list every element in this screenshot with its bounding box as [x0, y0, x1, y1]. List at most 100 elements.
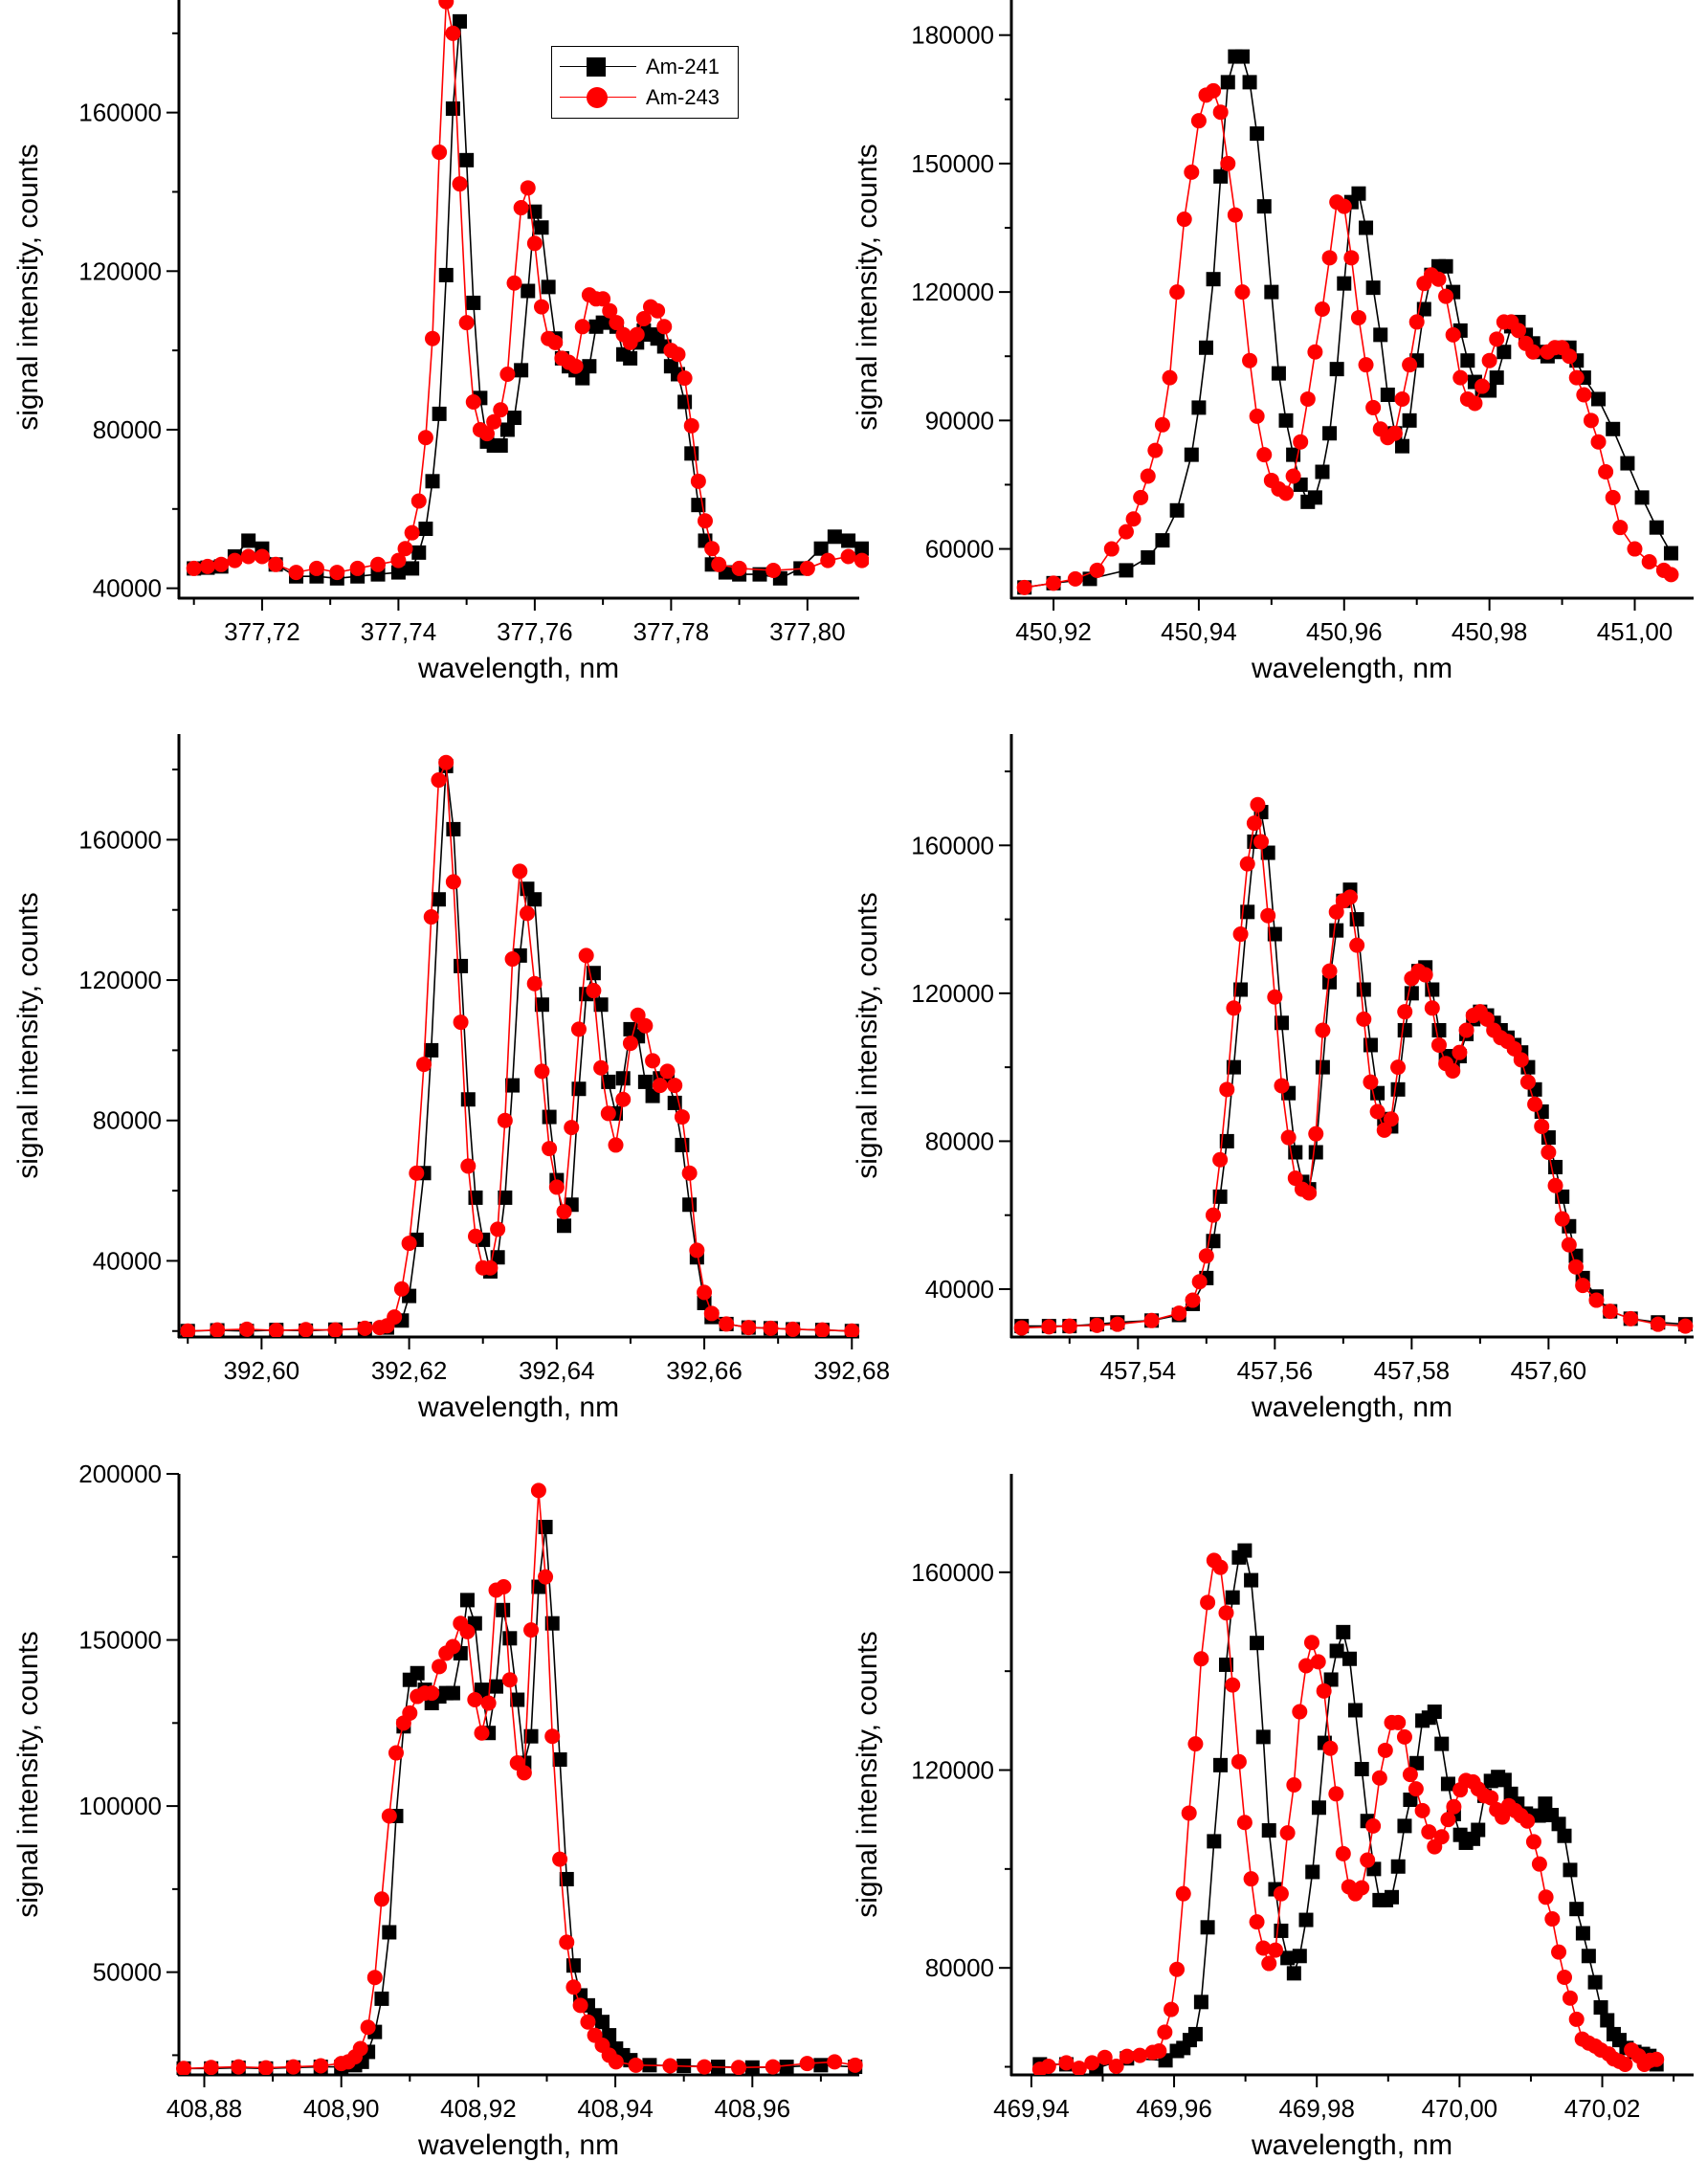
- data-point-am-243: [556, 1204, 572, 1220]
- y-tick-label: 80000: [93, 415, 162, 444]
- data-point-am-243: [1623, 1310, 1639, 1326]
- data-point-am-241: [1250, 126, 1265, 142]
- data-point-am-241: [1191, 400, 1207, 415]
- data-point-am-243: [1402, 1767, 1418, 1783]
- data-point-am-243: [1417, 967, 1433, 983]
- x-axis-label: wavelength, nm: [417, 653, 620, 684]
- data-point-am-241: [1434, 1736, 1450, 1751]
- data-point-am-243: [453, 1014, 469, 1031]
- data-point-am-243: [1627, 541, 1643, 557]
- data-point-am-241: [1649, 520, 1664, 535]
- data-point-am-243: [1394, 390, 1410, 407]
- data-point-am-241: [1213, 1757, 1229, 1772]
- data-point-am-243: [1239, 856, 1255, 872]
- x-tick-label: 392,66: [666, 1356, 743, 1385]
- data-point-am-243: [645, 1053, 661, 1069]
- data-point-am-243: [1376, 1122, 1392, 1138]
- data-point-am-243: [199, 558, 215, 574]
- data-point-am-241: [1323, 1672, 1339, 1687]
- data-point-am-241: [1267, 926, 1282, 942]
- data-point-am-243: [1307, 344, 1323, 360]
- data-point-am-243: [1253, 834, 1270, 850]
- data-point-am-243: [1255, 1940, 1272, 1956]
- data-point-am-243: [1154, 416, 1170, 433]
- data-point-am-243: [417, 430, 433, 446]
- data-point-am-243: [1157, 2024, 1173, 2040]
- data-point-am-243: [445, 874, 461, 890]
- data-point-am-243: [1408, 314, 1425, 330]
- data-point-am-243: [231, 2059, 247, 2075]
- data-point-am-243: [1278, 485, 1295, 501]
- x-tick-label: 469,96: [1136, 2094, 1212, 2123]
- data-point-am-241: [454, 958, 469, 973]
- data-point-am-243: [1551, 1944, 1567, 1960]
- y-tick-label: 120000: [78, 966, 162, 994]
- data-point-am-241: [453, 13, 468, 29]
- data-point-am-243: [1506, 1040, 1522, 1057]
- data-point-am-243: [1298, 1658, 1315, 1674]
- data-point-am-243: [1602, 1304, 1618, 1320]
- data-point-am-243: [285, 2059, 301, 2075]
- data-point-am-243: [1267, 989, 1283, 1005]
- data-point-am-243: [530, 1482, 546, 1499]
- data-point-am-241: [410, 1665, 425, 1681]
- y-tick-label: 50000: [93, 1958, 162, 1987]
- data-point-am-241: [1438, 258, 1453, 274]
- data-point-am-243: [512, 863, 528, 880]
- data-point-am-243: [1534, 1118, 1550, 1134]
- data-point-am-241: [1169, 502, 1185, 518]
- data-point-am-241: [1496, 1772, 1512, 1788]
- data-point-am-243: [564, 1120, 580, 1136]
- data-point-am-243: [1303, 1635, 1319, 1651]
- data-point-am-241: [582, 359, 597, 374]
- data-point-am-243: [513, 200, 529, 216]
- data-point-am-243: [820, 552, 836, 568]
- data-point-am-243: [1071, 2061, 1087, 2075]
- chart-panel-2: 450,92 450,94 450,96 450,98 451,00 60000 90000…: [852, 0, 1694, 684]
- square-marker-icon: [587, 57, 606, 77]
- data-point-am-243: [1519, 1074, 1536, 1090]
- x-axis-label: wavelength, nm: [1251, 653, 1453, 684]
- data-point-am-241: [1337, 276, 1352, 291]
- data-point-am-241: [1305, 1864, 1320, 1880]
- data-point-am-243: [1531, 1856, 1547, 1872]
- data-point-am-241: [1471, 1822, 1486, 1838]
- data-point-am-243: [1562, 1990, 1578, 2006]
- data-point-am-241: [1286, 1966, 1301, 1981]
- data-point-am-243: [1200, 1594, 1216, 1611]
- data-point-am-243: [445, 1638, 461, 1655]
- data-point-am-243: [670, 346, 686, 363]
- data-point-am-243: [697, 1284, 713, 1301]
- data-point-am-241: [438, 267, 454, 282]
- data-point-am-241: [505, 1078, 521, 1093]
- series-layer: [1013, 796, 1694, 1336]
- data-point-am-241: [1568, 1248, 1584, 1263]
- data-point-am-243: [1147, 442, 1164, 458]
- data-point-am-243: [574, 319, 590, 335]
- data-point-am-243: [180, 1323, 196, 1337]
- data-point-am-243: [516, 1765, 532, 1781]
- x-tick-label: 377,80: [769, 617, 846, 646]
- data-point-am-243: [1538, 1889, 1554, 1905]
- x-tick-label: 408,90: [303, 2094, 380, 2123]
- data-point-am-241: [1397, 1022, 1412, 1037]
- data-point-am-243: [1321, 250, 1338, 266]
- data-point-am-243: [1641, 553, 1657, 569]
- data-point-am-243: [683, 417, 699, 434]
- legend-item-am243: Am-243: [552, 83, 738, 112]
- data-point-am-241: [1264, 284, 1279, 300]
- data-point-am-241: [542, 1109, 557, 1125]
- x-tick-label: 469,98: [1278, 2094, 1355, 2123]
- data-point-am-241: [390, 565, 406, 580]
- data-point-am-241: [1198, 340, 1213, 355]
- y-tick-label: 150000: [911, 149, 994, 178]
- data-point-am-243: [1140, 468, 1156, 484]
- data-point-am-241: [854, 541, 869, 556]
- data-point-am-243: [799, 2056, 815, 2072]
- data-point-am-243: [697, 2059, 713, 2075]
- data-point-am-243: [1206, 82, 1222, 99]
- data-point-am-243: [1164, 2001, 1180, 2017]
- data-point-am-243: [1103, 541, 1120, 557]
- data-point-am-243: [388, 1745, 404, 1761]
- y-tick-label: 40000: [93, 574, 162, 603]
